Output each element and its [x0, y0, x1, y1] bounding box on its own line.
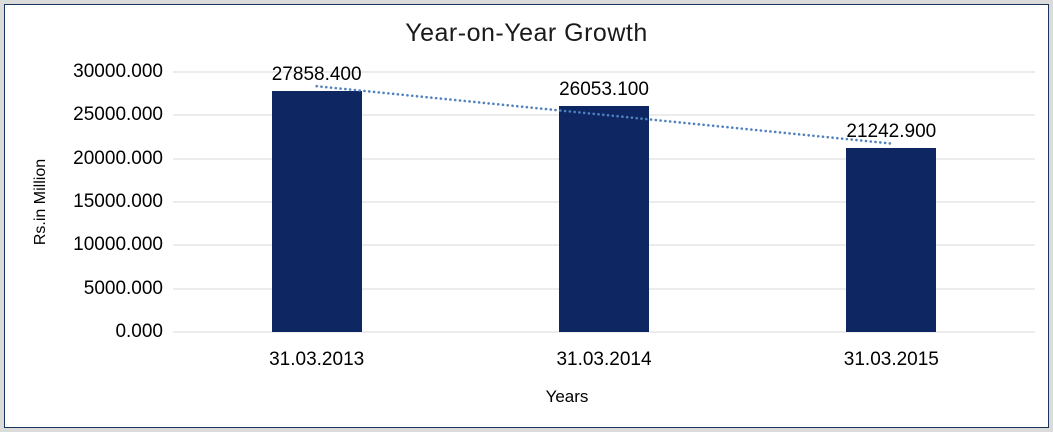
chart-canvas: Year-on-Year Growth Rs.in Million 0.000 5… [4, 4, 1049, 428]
bar [559, 106, 649, 332]
y-tick-label: 20000.000 [73, 147, 163, 169]
y-axis-tick-labels: 0.000 5000.000 10000.000 15000.000 20000.000… [45, 61, 163, 342]
x-tick-label: 31.03.2014 [556, 349, 652, 370]
x-tick-label: 31.03.2013 [269, 349, 365, 370]
x-axis-tick-labels: 31.03.2013 31.03.2014 31.03.2015 [173, 349, 1035, 373]
bar-data-label: 26053.100 [559, 79, 649, 101]
bar-data-label: 21242.900 [846, 120, 937, 142]
gridline [173, 331, 1035, 333]
x-tick-label: 31.03.2015 [843, 349, 939, 370]
y-tick-label: 30000.000 [73, 61, 163, 82]
bar-data-label: 27858.400 [271, 63, 362, 85]
gridline [173, 71, 1035, 73]
trendline [315, 84, 893, 145]
y-tick-label: 15000.000 [73, 191, 163, 212]
chart-title: Year-on-Year Growth [405, 19, 648, 47]
y-tick-label: 5000.000 [83, 277, 163, 299]
y-tick-label: 0.000 [115, 321, 163, 342]
x-axis-title: Years [545, 387, 589, 406]
y-tick-label: 10000.000 [73, 234, 163, 256]
bar [846, 147, 937, 332]
plot-area: 27858.400 26053.100 21242.900 [173, 64, 1035, 333]
y-tick-label: 25000.000 [73, 104, 163, 126]
bar [271, 90, 362, 332]
